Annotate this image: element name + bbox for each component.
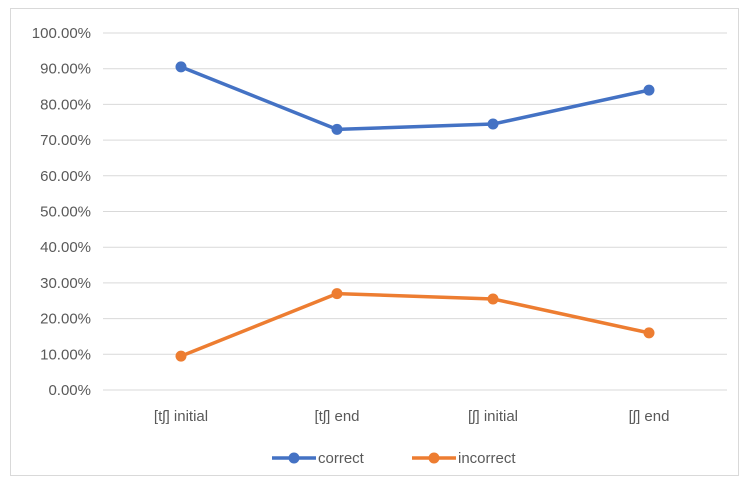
data-point-incorrect — [331, 288, 343, 300]
y-tick-label: 50.00% — [40, 204, 91, 221]
y-axis-tick-labels: 0.00% 10.00% 20.00% 30.00% 40.00% 50.00% 60.00… — [32, 25, 91, 399]
y-tick-label: 80.00% — [40, 96, 91, 113]
data-point-correct — [175, 61, 187, 73]
y-tick-label: 60.00% — [40, 168, 91, 185]
legend-swatch-marker — [428, 452, 440, 464]
y-tick-label: 10.00% — [40, 346, 91, 363]
x-tick-label: [tʃ] initial — [154, 408, 208, 425]
legend-label: incorrect — [458, 450, 516, 467]
series-line-correct — [179, 65, 651, 132]
y-tick-label: 70.00% — [40, 132, 91, 149]
data-point-incorrect — [487, 293, 499, 305]
x-tick-label: [tʃ] end — [314, 408, 359, 425]
legend: correct incorrect — [272, 450, 516, 467]
data-point-correct — [331, 123, 343, 135]
data-point-incorrect — [175, 350, 187, 362]
y-tick-label: 20.00% — [40, 311, 91, 328]
legend-label: correct — [318, 450, 365, 467]
gridlines — [103, 32, 727, 391]
y-tick-label: 40.00% — [40, 239, 91, 256]
x-tick-label: [ʃ] end — [629, 408, 670, 425]
series-lines — [175, 61, 655, 362]
legend-swatch-marker — [288, 452, 300, 464]
data-point-correct — [487, 118, 499, 130]
chart-frame — [10, 8, 739, 476]
x-axis-tick-labels: [tʃ] initial [tʃ] end [ʃ] initial [ʃ] end — [154, 408, 670, 425]
x-tick-label: [ʃ] initial — [468, 408, 518, 425]
y-tick-label: 30.00% — [40, 275, 91, 292]
series-line-incorrect — [179, 291, 651, 358]
data-point-incorrect — [643, 327, 655, 339]
y-tick-label: 0.00% — [48, 382, 91, 399]
y-tick-label: 100.00% — [32, 25, 91, 42]
data-point-correct — [643, 84, 655, 96]
y-tick-label: 90.00% — [40, 61, 91, 78]
